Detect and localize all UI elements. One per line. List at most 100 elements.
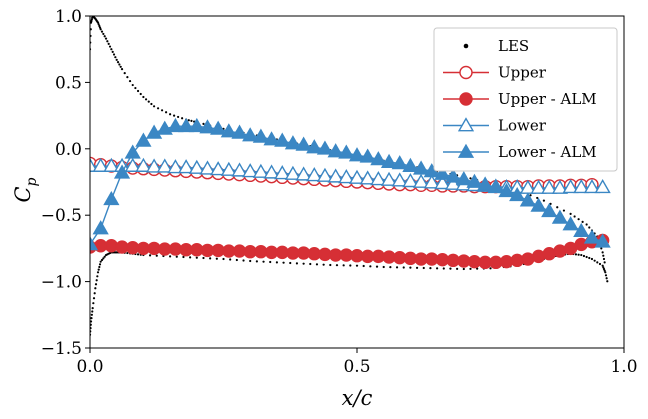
data-point bbox=[182, 255, 185, 259]
data-point bbox=[136, 253, 140, 256]
data-point bbox=[102, 32, 105, 36]
data-point bbox=[114, 56, 117, 59]
data-point bbox=[96, 271, 100, 274]
data-point bbox=[155, 254, 158, 257]
data-point bbox=[108, 45, 112, 48]
data-point bbox=[389, 266, 392, 269]
data-point bbox=[235, 258, 238, 262]
legend-label: Upper bbox=[498, 64, 547, 82]
data-point bbox=[574, 253, 578, 256]
data-point bbox=[509, 186, 526, 202]
data-point bbox=[601, 251, 604, 254]
data-point bbox=[220, 123, 237, 138]
legend-label: Upper - ALM bbox=[498, 90, 597, 108]
data-point bbox=[91, 310, 94, 313]
data-point bbox=[449, 267, 452, 270]
data-point bbox=[113, 164, 131, 179]
x-tick-label: 0.0 bbox=[76, 357, 103, 377]
data-point bbox=[348, 147, 366, 162]
data-point bbox=[602, 254, 605, 257]
data-point bbox=[135, 132, 152, 147]
data-point bbox=[275, 261, 278, 264]
data-point bbox=[583, 229, 601, 244]
data-point bbox=[342, 264, 345, 267]
data-point bbox=[600, 247, 603, 250]
data-point bbox=[99, 28, 102, 31]
data-point bbox=[255, 260, 258, 263]
data-point bbox=[252, 163, 269, 178]
data-point bbox=[91, 307, 94, 310]
data-point bbox=[99, 260, 102, 263]
data-point bbox=[97, 268, 100, 271]
data-point bbox=[306, 139, 323, 154]
data-point bbox=[126, 251, 129, 255]
data-point bbox=[348, 169, 366, 184]
data-point bbox=[359, 148, 376, 163]
data-point bbox=[139, 92, 142, 96]
data-point bbox=[455, 171, 472, 186]
data-point bbox=[445, 168, 462, 183]
data-point bbox=[541, 202, 558, 218]
data-point bbox=[195, 256, 198, 259]
legend-label: Lower - ALM bbox=[498, 143, 597, 161]
data-point bbox=[423, 174, 440, 189]
data-point bbox=[541, 179, 558, 194]
data-point bbox=[402, 266, 405, 269]
data-point bbox=[295, 136, 312, 151]
data-point bbox=[106, 40, 109, 43]
data-point bbox=[588, 256, 591, 260]
data-point bbox=[90, 313, 93, 316]
data-point bbox=[222, 257, 225, 261]
data-point bbox=[395, 266, 399, 269]
data-point bbox=[606, 280, 609, 283]
data-point bbox=[477, 176, 494, 191]
data-point bbox=[112, 53, 116, 56]
data-point bbox=[436, 267, 439, 270]
data-point bbox=[596, 261, 599, 264]
data-point bbox=[469, 177, 472, 180]
data-point bbox=[102, 257, 105, 260]
data-point bbox=[98, 26, 102, 29]
data-point bbox=[150, 102, 153, 106]
data-point bbox=[209, 257, 212, 260]
data-point bbox=[249, 259, 252, 263]
data-point bbox=[274, 132, 291, 147]
legend-entry: Upper bbox=[443, 64, 547, 82]
data-point bbox=[322, 263, 325, 266]
legend-marker bbox=[459, 65, 473, 80]
data-point bbox=[173, 114, 176, 117]
data-point bbox=[282, 261, 285, 264]
data-point bbox=[585, 255, 588, 259]
data-point bbox=[295, 166, 312, 181]
data-point bbox=[94, 283, 98, 286]
data-point bbox=[190, 119, 193, 123]
data-point bbox=[580, 253, 583, 257]
data-point bbox=[369, 265, 372, 268]
data-point bbox=[573, 215, 576, 218]
data-point bbox=[169, 113, 172, 116]
legend-marker bbox=[457, 117, 475, 132]
data-point bbox=[338, 169, 355, 184]
data-point bbox=[382, 265, 385, 269]
data-point bbox=[90, 18, 93, 21]
data-point bbox=[210, 120, 227, 135]
data-point bbox=[577, 253, 580, 256]
data-point bbox=[169, 255, 172, 258]
data-point bbox=[415, 266, 419, 269]
data-point bbox=[210, 161, 227, 176]
data-point bbox=[181, 117, 184, 120]
data-point bbox=[562, 179, 579, 194]
series-lower-alm bbox=[90, 117, 611, 251]
data-point bbox=[144, 98, 148, 101]
data-point bbox=[242, 127, 259, 142]
data-point bbox=[160, 109, 164, 112]
data-point bbox=[199, 119, 216, 134]
data-point bbox=[263, 131, 280, 146]
data-point bbox=[126, 75, 129, 79]
data-point bbox=[536, 196, 539, 200]
data-point bbox=[145, 124, 163, 139]
data-point bbox=[429, 267, 432, 270]
data-point bbox=[590, 257, 594, 261]
data-point bbox=[529, 194, 532, 197]
data-point bbox=[167, 117, 184, 133]
